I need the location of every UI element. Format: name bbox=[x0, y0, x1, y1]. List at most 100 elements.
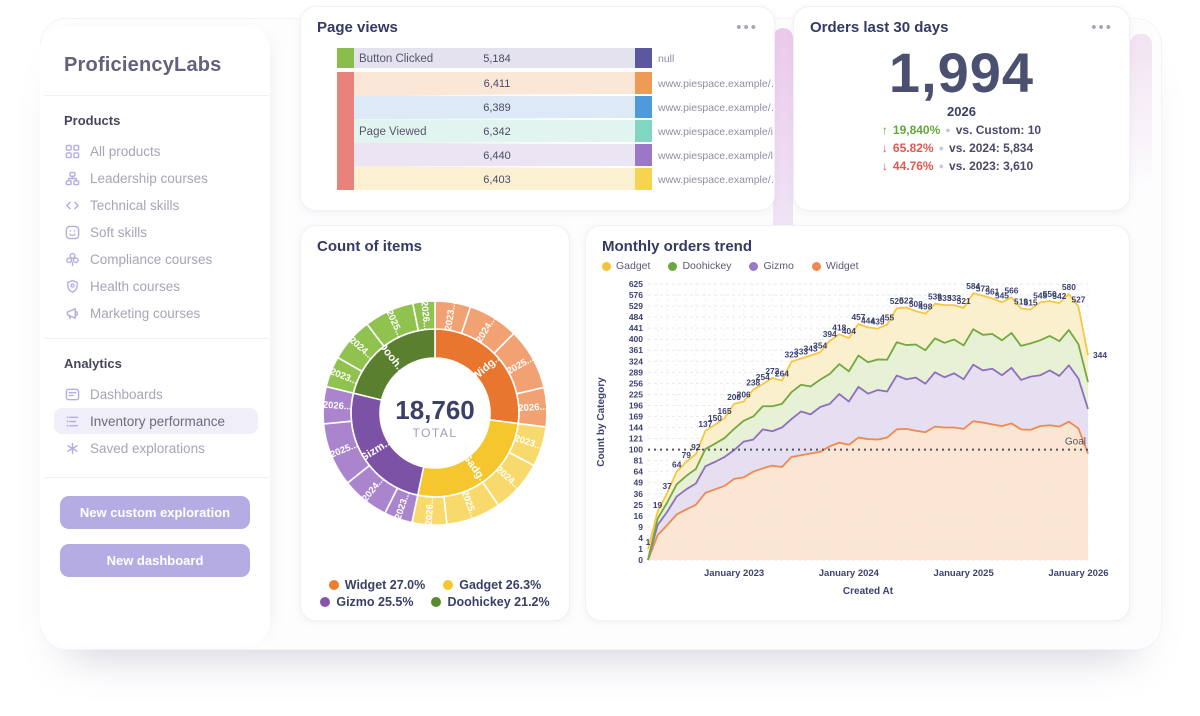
svg-text:576: 576 bbox=[629, 290, 643, 300]
orders-comparisons: ↑ 19,840% ● vs. Custom: 10 ↓ 65.82% ● vs. 2024:… bbox=[882, 119, 1041, 173]
legend-row: Widget 27.0% Gadget 26.3% bbox=[328, 578, 541, 592]
sunburst-chart: Widg...2023... 2024...2025...2026...Gadg.… bbox=[322, 300, 548, 526]
clover-icon bbox=[64, 251, 80, 267]
svg-text:137: 137 bbox=[698, 419, 712, 429]
legend-label: Gadget 26.3% bbox=[459, 578, 542, 592]
svg-text:9: 9 bbox=[638, 522, 643, 532]
svg-text:256: 256 bbox=[629, 378, 643, 388]
legend-item-gadget[interactable]: Gadget bbox=[602, 260, 650, 272]
analytics-heading: Analytics bbox=[64, 356, 122, 371]
svg-text:254: 254 bbox=[756, 372, 770, 382]
sidebar-item-all-products[interactable]: All products bbox=[54, 138, 258, 164]
svg-text:www.piespace.example/i…: www.piespace.example/i… bbox=[657, 126, 774, 138]
spark-icon bbox=[64, 440, 80, 456]
sidebar-item-compliance-courses[interactable]: Compliance courses bbox=[54, 246, 258, 272]
count-of-items-card: Count of items Widg... 2023... 2024... 2025… bbox=[300, 225, 570, 621]
legend-item-doohickey[interactable]: Doohickey 21.2% bbox=[431, 595, 550, 609]
svg-text:580: 580 bbox=[1062, 282, 1076, 292]
svg-text:561: 561 bbox=[985, 287, 999, 297]
products-heading: Products bbox=[64, 113, 121, 128]
svg-text:121: 121 bbox=[629, 434, 643, 444]
orders-comparison-row: ↓ 65.82% ● vs. 2024: 5,834 bbox=[882, 141, 1041, 155]
svg-text:2026...: 2026... bbox=[424, 496, 436, 526]
legend-item-widget[interactable]: Widget bbox=[811, 260, 859, 272]
svg-text:455: 455 bbox=[880, 313, 894, 323]
svg-text:324: 324 bbox=[629, 356, 643, 366]
ellipsis-icon[interactable]: ••• bbox=[1091, 18, 1113, 36]
svg-text:36: 36 bbox=[634, 489, 644, 499]
megaphone-icon bbox=[64, 305, 80, 321]
legend-item-doohickey[interactable]: Doohickey bbox=[668, 260, 731, 272]
svg-text:6,440: 6,440 bbox=[483, 150, 511, 162]
legend-item-widget[interactable]: Widget 27.0% bbox=[328, 578, 425, 592]
svg-text:49: 49 bbox=[634, 478, 644, 488]
background-gradient-strip bbox=[1130, 34, 1152, 194]
sidebar-item-technical-skills[interactable]: Technical skills bbox=[54, 192, 258, 218]
sidebar-item-marketing-courses[interactable]: Marketing courses bbox=[54, 300, 258, 326]
divider bbox=[45, 338, 269, 339]
code-icon bbox=[64, 197, 80, 213]
comparison-label: vs. 2023: 3,610 bbox=[949, 159, 1034, 174]
svg-text:484: 484 bbox=[629, 312, 643, 322]
svg-text:2026...: 2026... bbox=[322, 400, 352, 413]
legend-label: Gizmo bbox=[763, 260, 794, 272]
svg-text:16: 16 bbox=[634, 511, 644, 521]
svg-text:573: 573 bbox=[976, 284, 990, 294]
trend-legend: Gadget Doohickey Gizmo Widget bbox=[586, 255, 1129, 272]
svg-text:www.piespace.example/l…: www.piespace.example/l… bbox=[657, 150, 774, 162]
analytics-nav: Dashboards Inventory performance Saved exp… bbox=[40, 381, 270, 461]
legend-item-gizmo[interactable]: Gizmo 25.5% bbox=[320, 595, 413, 609]
svg-text:1: 1 bbox=[638, 544, 643, 554]
page-views-title: Page views bbox=[317, 19, 398, 36]
svg-text:6,403: 6,403 bbox=[483, 174, 511, 186]
new-custom-exploration-button[interactable]: New custom exploration bbox=[60, 496, 250, 529]
dashboard-icon bbox=[64, 386, 80, 402]
comparison-percent: 65.82% bbox=[892, 141, 934, 156]
svg-text:100: 100 bbox=[629, 445, 643, 455]
svg-text:404: 404 bbox=[842, 326, 856, 336]
dot-separator: ● bbox=[938, 143, 945, 154]
orders-card: Orders last 30 days ••• 1,994 2026 ↑ 19,8… bbox=[793, 6, 1130, 211]
monthly-trend-card: Monthly orders trend Gadget Doohickey Gizm… bbox=[585, 225, 1130, 621]
orders-value: 1,994 bbox=[888, 41, 1035, 104]
svg-text:Page Viewed: Page Viewed bbox=[359, 126, 427, 138]
sidebar-item-label: Dashboards bbox=[90, 386, 163, 402]
legend-dot bbox=[443, 580, 454, 590]
svg-text:169: 169 bbox=[629, 411, 643, 421]
sidebar-item-label: Compliance courses bbox=[90, 251, 213, 267]
svg-text:344: 344 bbox=[1093, 350, 1107, 360]
sidebar-item-soft-skills[interactable]: Soft skills bbox=[54, 219, 258, 245]
arrow-down-icon: ↓ bbox=[881, 141, 888, 156]
sidebar: ProficiencyLabs Products All products Lea… bbox=[40, 26, 270, 645]
sidebar-item-label: Technical skills bbox=[90, 197, 180, 213]
sidebar-item-health-courses[interactable]: Health courses bbox=[54, 273, 258, 299]
svg-text:4: 4 bbox=[638, 533, 643, 543]
sidebar-item-inventory-performance[interactable]: Inventory performance bbox=[54, 408, 258, 434]
dot-separator: ● bbox=[945, 125, 951, 136]
divider bbox=[45, 477, 269, 478]
svg-text:289: 289 bbox=[629, 367, 643, 377]
svg-text:545: 545 bbox=[995, 290, 1009, 300]
legend-label: Widget bbox=[825, 260, 859, 272]
legend-item-gadget[interactable]: Gadget 26.3% bbox=[443, 578, 541, 592]
svg-text:545: 545 bbox=[1033, 290, 1047, 300]
svg-text:519: 519 bbox=[1014, 296, 1028, 306]
legend-dot bbox=[811, 261, 821, 271]
sidebar-item-leadership-courses[interactable]: Leadership courses bbox=[54, 165, 258, 191]
dot-separator: ● bbox=[938, 161, 945, 172]
svg-text:64: 64 bbox=[634, 467, 644, 477]
svg-text:2026...: 2026... bbox=[518, 402, 548, 415]
sankey-chart: 5,184 null 6,411 www.piespace.example/… 6,38… bbox=[337, 48, 783, 190]
arrow-up-icon: ↑ bbox=[881, 123, 888, 138]
ellipsis-icon[interactable]: ••• bbox=[736, 18, 758, 36]
sidebar-item-saved-explorations[interactable]: Saved explorations bbox=[54, 435, 258, 461]
svg-text:550: 550 bbox=[1043, 289, 1057, 299]
svg-text:400: 400 bbox=[629, 334, 643, 344]
svg-text:January 2026: January 2026 bbox=[1048, 568, 1108, 579]
legend-item-gizmo[interactable]: Gizmo bbox=[749, 260, 794, 272]
sidebar-item-dashboards[interactable]: Dashboards bbox=[54, 381, 258, 407]
svg-text:January 2023: January 2023 bbox=[704, 568, 764, 579]
svg-text:238: 238 bbox=[746, 378, 760, 388]
svg-text:79: 79 bbox=[682, 450, 692, 460]
new-dashboard-button[interactable]: New dashboard bbox=[60, 544, 250, 577]
